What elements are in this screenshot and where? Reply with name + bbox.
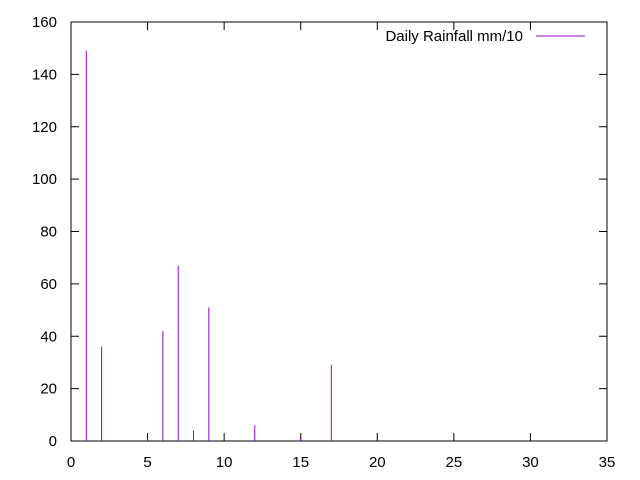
x-tick-label: 10 (216, 454, 233, 471)
y-tick-label: 160 (32, 14, 57, 31)
x-tick-label: 20 (369, 454, 386, 471)
data-marks (85, 50, 332, 441)
x-tick-label: 25 (446, 454, 463, 471)
x-tick-label: 5 (143, 454, 151, 471)
y-tick-label: 40 (40, 328, 57, 345)
axis-ticks: 0 5 10 15 20 25 30 35 0 20 40 60 80 100 120 140 160 (32, 14, 615, 471)
x-tick-label: 30 (522, 454, 539, 471)
y-tick-label: 140 (32, 66, 57, 83)
y-tick-label: 120 (32, 119, 57, 136)
legend-label: Daily Rainfall mm/10 (385, 28, 523, 45)
y-tick-label: 60 (40, 276, 57, 293)
legend: Daily Rainfall mm/10 (385, 28, 585, 45)
x-tick-label: 35 (599, 454, 616, 471)
y-tick-label: 100 (32, 171, 57, 188)
x-tick-label: 15 (292, 454, 309, 471)
y-tick-label: 80 (40, 224, 57, 241)
y-tick-label: 20 (40, 381, 57, 398)
y-tick-label: 0 (49, 433, 57, 450)
x-tick-label: 0 (67, 454, 75, 471)
plot-frame (70, 21, 608, 442)
